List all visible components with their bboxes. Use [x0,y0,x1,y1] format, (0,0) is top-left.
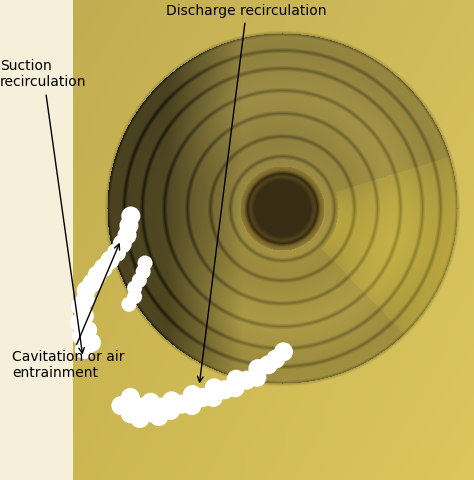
Text: Suction
recirculation: Suction recirculation [0,60,86,353]
Circle shape [183,385,202,404]
Circle shape [119,216,138,235]
Circle shape [75,340,94,359]
Circle shape [121,297,137,312]
Text: Cavitation or air
entrainment: Cavitation or air entrainment [12,244,124,380]
Circle shape [127,280,142,296]
Circle shape [149,407,168,426]
Circle shape [140,403,159,422]
Circle shape [226,378,245,397]
Circle shape [82,333,101,352]
Circle shape [127,289,142,304]
Text: Discharge recirculation: Discharge recirculation [166,3,327,382]
Circle shape [274,342,293,361]
Circle shape [205,378,224,397]
Circle shape [141,393,160,412]
Circle shape [204,388,223,407]
Circle shape [152,397,171,417]
Circle shape [130,409,149,428]
Circle shape [137,255,153,271]
Circle shape [266,349,285,369]
Circle shape [82,274,101,293]
Circle shape [72,326,91,346]
Circle shape [71,297,90,316]
Circle shape [130,397,149,417]
Circle shape [121,206,140,226]
Circle shape [132,273,147,288]
Circle shape [259,355,278,374]
Circle shape [70,313,89,332]
Circle shape [111,396,130,415]
Circle shape [76,290,95,309]
Circle shape [248,359,267,378]
Circle shape [247,368,266,387]
Circle shape [77,281,96,300]
Circle shape [215,380,234,399]
Circle shape [182,396,201,415]
Circle shape [94,258,113,277]
Circle shape [113,234,132,253]
Circle shape [107,243,126,262]
Circle shape [75,306,94,325]
Circle shape [78,321,97,340]
Circle shape [193,388,212,407]
Circle shape [136,264,151,279]
Circle shape [121,388,140,407]
Circle shape [100,251,119,270]
Circle shape [172,395,191,414]
Circle shape [237,371,256,390]
Circle shape [161,401,180,420]
Circle shape [162,391,181,410]
Circle shape [227,370,246,389]
Circle shape [118,226,137,245]
Circle shape [88,265,107,285]
Circle shape [121,404,140,423]
